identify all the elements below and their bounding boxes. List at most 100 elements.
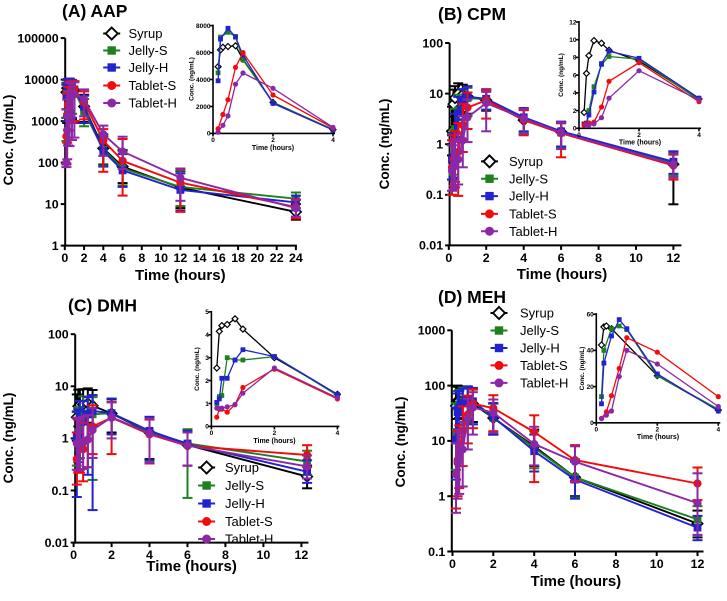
svg-text:Syrup: Syrup: [509, 154, 543, 169]
svg-text:6: 6: [572, 557, 579, 571]
svg-text:10: 10: [45, 197, 59, 211]
svg-text:Tablet-S: Tablet-S: [225, 514, 273, 529]
svg-text:16: 16: [212, 251, 226, 265]
svg-text:5: 5: [205, 309, 209, 316]
svg-text:2: 2: [483, 251, 490, 265]
svg-text:2: 2: [81, 251, 88, 265]
svg-text:6: 6: [558, 251, 565, 265]
svg-text:2: 2: [108, 548, 115, 562]
svg-text:(C) DMH: (C) DMH: [68, 296, 137, 316]
svg-text:Time (hours): Time (hours): [253, 438, 295, 445]
svg-text:4: 4: [716, 426, 720, 433]
svg-text:10: 10: [257, 548, 271, 562]
svg-text:Tablet-H: Tablet-H: [520, 376, 568, 391]
svg-text:0: 0: [590, 420, 594, 427]
svg-text:Syrup: Syrup: [225, 460, 259, 475]
svg-text:1000: 1000: [418, 324, 446, 338]
svg-text:Conc. (ng/mL): Conc. (ng/mL): [1, 95, 16, 186]
svg-text:4: 4: [146, 548, 153, 562]
svg-text:8: 8: [222, 548, 229, 562]
svg-text:Jelly-H: Jelly-H: [225, 496, 265, 511]
svg-text:10: 10: [569, 37, 577, 44]
svg-text:8000: 8000: [196, 23, 211, 30]
svg-text:3: 3: [205, 355, 209, 362]
svg-text:Jelly-H: Jelly-H: [520, 341, 560, 356]
svg-text:1: 1: [205, 401, 209, 408]
svg-text:0: 0: [445, 251, 452, 265]
svg-text:40: 40: [587, 348, 595, 355]
svg-text:4000: 4000: [196, 77, 211, 84]
svg-text:4: 4: [520, 251, 527, 265]
svg-text:1: 1: [436, 138, 443, 152]
svg-text:6: 6: [573, 72, 577, 79]
svg-text:4: 4: [336, 430, 340, 437]
svg-text:6: 6: [184, 548, 191, 562]
svg-text:12: 12: [691, 557, 705, 571]
svg-text:0: 0: [61, 251, 68, 265]
svg-text:12: 12: [174, 251, 188, 265]
svg-text:Tablet-H: Tablet-H: [225, 532, 273, 547]
svg-text:Jelly-H: Jelly-H: [509, 189, 549, 204]
svg-text:0: 0: [207, 131, 211, 138]
svg-text:4: 4: [573, 90, 577, 97]
svg-text:4: 4: [531, 557, 538, 571]
svg-text:8: 8: [612, 557, 619, 571]
svg-text:Conc. (ng/mL): Conc. (ng/mL): [377, 99, 392, 190]
svg-text:Tablet-S: Tablet-S: [520, 358, 568, 373]
svg-text:2: 2: [271, 137, 275, 144]
svg-text:2: 2: [573, 108, 577, 115]
svg-text:Conc. (ng/mL): Conc. (ng/mL): [579, 347, 586, 391]
svg-text:8: 8: [595, 251, 602, 265]
svg-text:8: 8: [138, 251, 145, 265]
svg-text:0: 0: [205, 424, 209, 431]
svg-text:0.1: 0.1: [426, 188, 443, 202]
svg-text:Conc. (ng/mL): Conc. (ng/mL): [393, 397, 408, 488]
svg-text:20: 20: [251, 251, 265, 265]
svg-text:Time (hours): Time (hours): [619, 140, 661, 147]
svg-text:2: 2: [273, 430, 277, 437]
svg-text:8: 8: [573, 55, 577, 62]
svg-text:10: 10: [154, 251, 168, 265]
svg-text:(D) MEH: (D) MEH: [438, 287, 506, 307]
svg-text:Conc. (ng/mL): Conc. (ng/mL): [558, 53, 565, 97]
svg-text:100000: 100000: [17, 31, 58, 45]
svg-text:12: 12: [295, 548, 309, 562]
svg-text:0: 0: [573, 126, 577, 133]
svg-text:100: 100: [48, 328, 69, 342]
svg-text:Jelly-S: Jelly-S: [520, 323, 559, 338]
svg-text:2: 2: [655, 426, 659, 433]
svg-text:14: 14: [193, 251, 207, 265]
svg-text:(B) CPM: (B) CPM: [438, 4, 506, 24]
svg-text:2000: 2000: [196, 104, 211, 111]
svg-text:0: 0: [449, 557, 456, 571]
svg-text:0: 0: [210, 430, 214, 437]
svg-text:12: 12: [667, 251, 681, 265]
svg-text:Tablet-S: Tablet-S: [129, 78, 177, 93]
svg-text:18: 18: [231, 251, 245, 265]
svg-text:Tablet-H: Tablet-H: [509, 224, 557, 239]
svg-text:10: 10: [650, 557, 664, 571]
svg-text:10: 10: [432, 434, 446, 448]
svg-text:Time (hours): Time (hours): [135, 267, 226, 284]
svg-text:Conc. (ng/mL): Conc. (ng/mL): [189, 57, 196, 101]
svg-text:Conc. (ng/mL): Conc. (ng/mL): [194, 347, 201, 391]
svg-text:Time (hours): Time (hours): [531, 573, 622, 590]
svg-text:1000: 1000: [31, 114, 59, 128]
svg-text:20: 20: [587, 384, 595, 391]
svg-text:10: 10: [55, 380, 69, 394]
svg-text:Jelly-S: Jelly-S: [509, 171, 548, 186]
svg-text:0: 0: [70, 548, 77, 562]
svg-text:100: 100: [38, 156, 59, 170]
svg-text:Time (hours): Time (hours): [637, 434, 679, 441]
svg-text:60: 60: [587, 312, 595, 319]
svg-text:10000: 10000: [24, 73, 59, 87]
svg-text:100: 100: [422, 36, 443, 50]
svg-text:0.01: 0.01: [45, 536, 69, 550]
svg-text:0: 0: [577, 132, 581, 139]
svg-text:0.1: 0.1: [51, 484, 68, 498]
svg-text:Jelly-H: Jelly-H: [129, 60, 169, 75]
svg-text:2: 2: [490, 557, 497, 571]
svg-text:22: 22: [270, 251, 284, 265]
svg-text:Conc. (ng/mL): Conc. (ng/mL): [1, 393, 16, 484]
svg-text:10: 10: [629, 251, 643, 265]
